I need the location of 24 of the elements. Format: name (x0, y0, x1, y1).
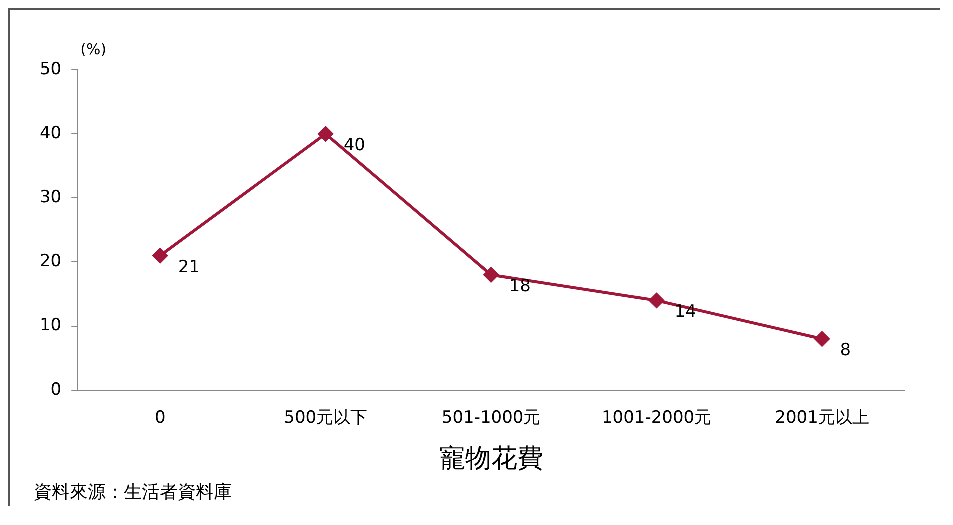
y-tick-label: 20 (40, 252, 62, 272)
y-tick-label: 40 (40, 124, 62, 144)
x-tick-label: 2001元以上 (775, 408, 870, 428)
y-tick-label: 50 (40, 59, 62, 80)
y-tick-label: 10 (40, 316, 62, 336)
x-tick-label: 501-1000元 (442, 408, 541, 428)
y-axis-title: (%) (80, 40, 107, 58)
point (318, 126, 334, 142)
data-label: 8 (840, 340, 852, 361)
point (484, 268, 499, 283)
source-note: 資料來源：生活者資料庫 (33, 481, 233, 505)
data-label: 40 (344, 136, 366, 156)
y-tick-label: 30 (40, 188, 62, 208)
point (152, 248, 168, 264)
point (649, 293, 664, 308)
y-tick-label: 0 (50, 380, 62, 400)
point (814, 332, 830, 347)
x-tick-label: 1001-2000元 (602, 408, 712, 428)
data-label: 18 (509, 276, 531, 296)
data-label: 14 (674, 302, 696, 322)
data-label: 21 (178, 257, 200, 278)
x-axis-title: 寵物花費 (439, 444, 544, 474)
x-tick-label: 0 (154, 408, 166, 428)
x-tick-label: 500元以下 (284, 408, 368, 428)
